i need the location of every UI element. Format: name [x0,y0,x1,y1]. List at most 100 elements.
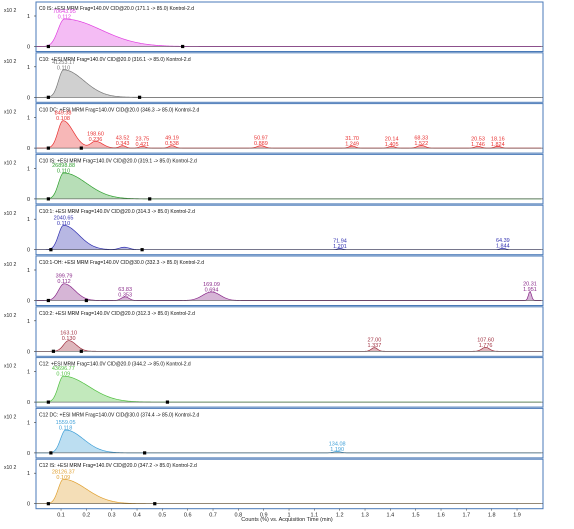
x-tick-label: 0.3 [108,513,116,519]
peak-area-label: 169.09 [203,282,220,288]
y-tick-label: 1 [27,116,30,122]
y-tick-label: 1 [27,14,30,20]
y-exponent-label: x10 2 [4,110,16,116]
y-tick-label: 0 [27,502,30,508]
integration-marker [153,502,157,506]
peak-area-label: 198.60 [87,131,104,137]
peak-rt-label: 1.844 [496,244,510,250]
integration-marker [46,197,50,201]
integration-marker [49,451,53,455]
peak-rt-label: 0.110 [57,168,70,174]
peak-rt-label: 0.353 [118,292,132,298]
peak-area-label: 849.38 [55,111,72,117]
peak-area-label: 134.08 [329,441,346,447]
peak-rt-label: 0.112 [57,279,70,285]
peak-area [36,19,542,47]
peak-area-label: 1559.05 [56,420,76,426]
integration-marker [165,400,170,404]
integration-marker [49,248,53,252]
peak-rt-label: 0.694 [205,287,219,293]
panel-frame [35,255,544,306]
integration-marker [148,197,152,201]
y-tick-label: 0 [27,349,30,355]
peak-area-label: 18.16 [491,136,505,142]
integration-marker [46,400,50,404]
panel-title: C10:2: +ESI MRM Frag=140.0V CID@20.0 (31… [39,311,195,317]
peak-area-label: 23.75 [135,136,149,142]
x-tick-label: 0.2 [83,513,91,519]
x-tick-label: 1.1 [311,513,319,519]
peak-area-label: 43696.77 [52,366,75,372]
peak-rt-label: 0.110 [57,221,70,227]
peak-rt-label: 0.118 [59,426,72,432]
peak-area-label: 20.31 [523,281,537,287]
integration-marker [46,502,50,506]
peak-area-label: 68.33 [414,135,428,141]
panel-frame [35,52,544,103]
peak-rt-label: 0.343 [116,141,130,147]
y-tick-label: 1 [27,319,30,325]
y-tick-label: 0 [27,95,30,101]
integration-marker [46,44,50,49]
y-tick-label: 1 [27,166,30,172]
peak-area [36,479,542,504]
peak-area-label: 31.70 [345,136,359,142]
panel-title: C10:1: +ESI MRM Frag=140.0V CID@20.0 (31… [39,209,195,215]
peak-rt-label: 0.109 [56,372,70,378]
panel-title: C12: +ESI MRM Frag=140.0V CID@20.0 (344.… [39,362,191,368]
peak-area-label: 63.83 [118,287,132,293]
peak-area-label: 26898.88 [52,163,75,169]
y-tick-label: 0 [27,197,30,203]
x-tick-label: 0.7 [209,513,217,519]
panel-frame [35,357,544,408]
peak-area [36,430,542,453]
x-tick-label: 0.9 [260,513,268,519]
peak-area-label: 27.00 [368,338,382,344]
x-tick-label: 1.5 [412,513,420,519]
x-tick-label: 1.3 [361,513,369,519]
peak-rt-label: 0.110 [57,65,70,71]
peak-rt-label: 1.201 [333,244,347,250]
y-exponent-label: x10 2 [4,8,16,14]
x-tick-label: 0.6 [184,513,192,519]
y-tick-label: 0 [27,299,30,305]
peak-rt-label: 1.522 [414,141,428,147]
y-exponent-label: x10 2 [4,262,16,268]
y-tick-label: 0 [27,451,30,457]
panel-frame [35,103,544,154]
y-exponent-label: x10 2 [4,364,16,370]
x-tick-label: 0.5 [159,513,167,519]
peak-area-label: 20.14 [385,136,399,142]
peak-area-label: 163.10 [60,331,77,337]
y-exponent-label: x10 2 [4,414,16,420]
panel-title: C10 IS: +ESI MRM Frag=140.0V CID@20.0 (3… [39,158,197,164]
peak-rt-label: 0.130 [62,336,76,342]
peak-rt-label: 1.776 [479,343,493,349]
peak-area [36,69,542,98]
x-tick-label: 1.6 [437,513,445,519]
y-exponent-label: x10 2 [4,465,16,471]
peak-rt-label: 1.249 [345,141,359,147]
peak-area-label: 50.97 [254,136,268,142]
x-tick-label: 1.8 [488,513,496,519]
integration-marker [137,95,142,99]
peak-rt-label: 0.236 [89,137,103,143]
x-tick-label: 1.7 [463,513,471,519]
y-tick-label: 0 [27,45,30,51]
peak-area-label: 49.19 [165,136,179,142]
integration-marker [79,146,83,150]
panel-title: C10 DC: +ESI MRM Frag=140.0V CID@20.0 (3… [39,108,200,114]
peak-rt-label: 1.405 [385,142,399,148]
peak-area-label: 28126.37 [52,469,75,475]
integration-marker [140,248,144,252]
peak-rt-label: 0.889 [254,141,268,147]
integration-marker [84,298,88,303]
y-tick-label: 1 [27,217,30,223]
y-tick-label: 1 [27,420,30,426]
peak-rt-label: 0.112 [58,15,71,21]
peak-area-label: 20.53 [471,136,485,142]
peak-area [36,225,542,250]
x-axis-title: Counts (%) vs. Acquisition Time (min) [241,517,333,523]
peak-area-label: 43.52 [116,136,130,142]
